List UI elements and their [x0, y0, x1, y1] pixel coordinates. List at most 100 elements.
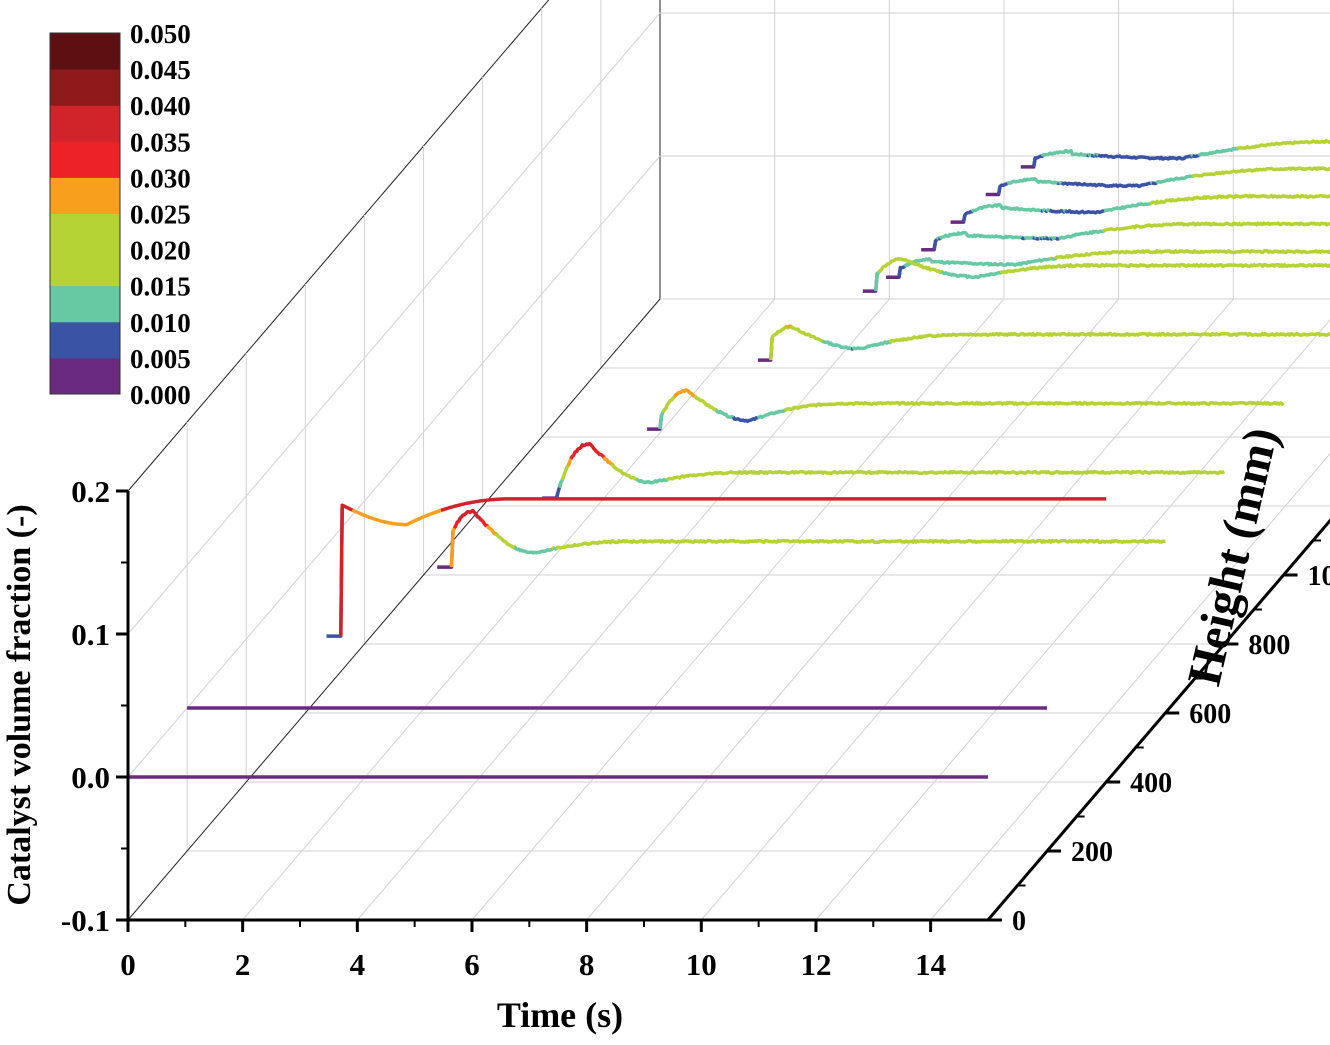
left-wall-gridline [127, 155, 661, 778]
series-segment [783, 400, 1285, 412]
series-1760mm [1020, 138, 1330, 169]
series-segment [996, 181, 1010, 195]
series-segment [554, 538, 1166, 551]
y-tick-label: -0.1 [61, 903, 110, 938]
series-segment [513, 545, 555, 555]
series-segment [970, 202, 1043, 214]
series-segment [985, 186, 1002, 197]
series-segment [873, 269, 882, 292]
colorbar-tick-label: 0.025 [130, 200, 191, 230]
floor-gridline [356, 298, 890, 921]
series-segment [938, 231, 1025, 240]
series-segment [1197, 146, 1240, 158]
y-tick-label: 0.1 [71, 617, 110, 652]
colorbar-bin [50, 213, 120, 251]
z-tick-label: 0 [1012, 906, 1026, 937]
series-segment [731, 415, 760, 424]
series-segment [1057, 228, 1106, 241]
series-segment [756, 408, 788, 420]
floor-gridline [471, 298, 1005, 921]
series-segment [851, 339, 893, 351]
x-tick-label: 12 [800, 947, 831, 982]
series-segment [693, 394, 719, 413]
series-segment [714, 408, 737, 421]
series-segment [961, 209, 975, 223]
x-axis-title: Time (s) [497, 995, 623, 1035]
colorbar-tick-label: 0.010 [130, 308, 191, 338]
floor-gridline [930, 453, 1330, 921]
series-segment [635, 477, 670, 485]
colorbar-tick-label: 0.035 [130, 127, 191, 157]
series-segment [1023, 235, 1036, 241]
left-wall-gridline [127, 12, 661, 635]
series-segment [1031, 153, 1046, 168]
series-segment [920, 240, 938, 252]
series-segment [351, 508, 444, 527]
series-segment [440, 497, 1107, 512]
series-segment [326, 505, 344, 638]
colorbar-bin [50, 285, 120, 323]
colorbar-bin [50, 357, 120, 395]
colorbar-bin [50, 33, 120, 70]
colorbar-tick-label: 0.000 [130, 380, 191, 410]
z-tick-label: 1000 [1308, 561, 1330, 592]
series-segment [1064, 208, 1106, 215]
series-segment [950, 214, 967, 224]
series-segment [1097, 153, 1194, 161]
series-segment [339, 503, 355, 637]
z-tick-label: 600 [1189, 699, 1231, 730]
series-segment [1102, 221, 1330, 233]
colorbar-tick-label: 0.040 [130, 91, 191, 121]
series-segment [593, 448, 607, 461]
colorbar-frame [49, 32, 121, 395]
colorbar-bin [50, 177, 120, 214]
y-axis-title: Catalyst volume fraction (-) [1, 504, 38, 905]
floor-gridline [242, 298, 776, 921]
colorbar-bin [50, 105, 120, 142]
series-segment [665, 469, 1226, 482]
series-segment [661, 393, 678, 414]
series-segment [789, 325, 825, 344]
series-400mm [326, 497, 1107, 638]
series-segment [888, 331, 1330, 344]
series-segment [436, 531, 455, 569]
series-600mm [436, 508, 1166, 569]
y-tick-label: 0.2 [71, 474, 110, 509]
series-segment [575, 441, 598, 453]
series-layer [128, 138, 1330, 779]
series-segment [768, 325, 788, 361]
floor-gridline [700, 298, 1234, 921]
series-segment [885, 267, 903, 280]
series-segment [940, 270, 1003, 280]
x-tick-label: 6 [464, 947, 480, 982]
colorbar-tick-label: 0.030 [130, 163, 191, 193]
colorbar: 0.050 0.045 0.040 0.035 0.030 0.025 0.020 0.015… [49, 19, 191, 410]
series-segment [757, 337, 774, 362]
series-segment [1048, 208, 1067, 214]
series-1440mm [885, 249, 1330, 280]
series-800mm [541, 441, 1226, 500]
series-segment [877, 256, 945, 275]
series-1680mm [985, 166, 1330, 197]
colorbar-tick-label: 0.005 [130, 344, 191, 374]
series-segment [999, 262, 1330, 275]
series-segment [1155, 174, 1195, 185]
x-tick-label: 10 [686, 947, 717, 982]
colorbar-tick-label: 0.020 [130, 236, 191, 266]
series-segment [672, 388, 697, 399]
series-segment [1191, 166, 1330, 178]
x-tick-label: 2 [235, 947, 251, 982]
x-tick-label: 4 [350, 947, 366, 982]
series-segment [862, 273, 879, 293]
series-segment [646, 415, 664, 431]
series-segment [602, 456, 616, 468]
series-1600mm [950, 193, 1330, 224]
series-segment [449, 524, 458, 568]
series-segment [1060, 181, 1153, 189]
series-1000mm [646, 388, 1285, 431]
colorbar-bin [50, 249, 120, 287]
series-segment [1040, 148, 1089, 158]
series-segment [903, 256, 1052, 268]
